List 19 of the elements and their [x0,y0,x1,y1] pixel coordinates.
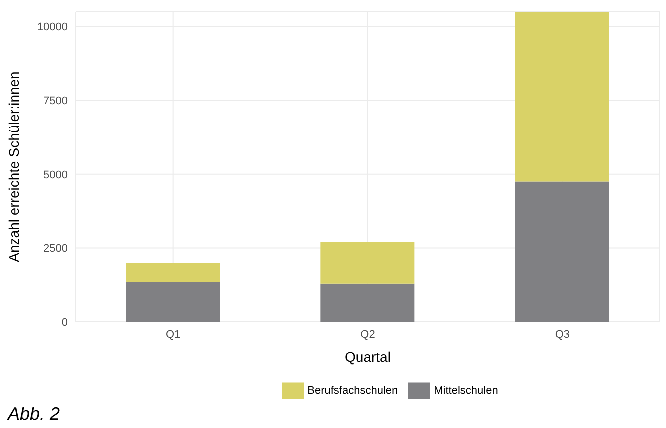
y-tick-label: 5000 [44,169,68,182]
x-tick-label: Q1 [166,328,181,341]
y-tick-label: 2500 [44,243,68,256]
bar [320,284,415,322]
legend-label: Berufsfachschulen [308,384,398,397]
y-tick-label: 7500 [44,95,68,108]
bar [126,263,220,282]
x-axis-title: Quartal [345,349,391,365]
y-axis-title: Anzahl erreichte Schüler:innen [6,72,22,262]
bar [515,12,610,182]
x-tick-label: Q2 [360,328,376,341]
bar [515,182,610,322]
legend-label: Mittelschulen [434,384,498,397]
bar [126,282,220,322]
y-tick-label: 0 [62,316,68,329]
x-tick-label: Q3 [555,328,570,341]
bar [320,242,415,284]
y-tick-label: 10000 [37,22,68,34]
caption: Abb. 2 [8,404,60,425]
